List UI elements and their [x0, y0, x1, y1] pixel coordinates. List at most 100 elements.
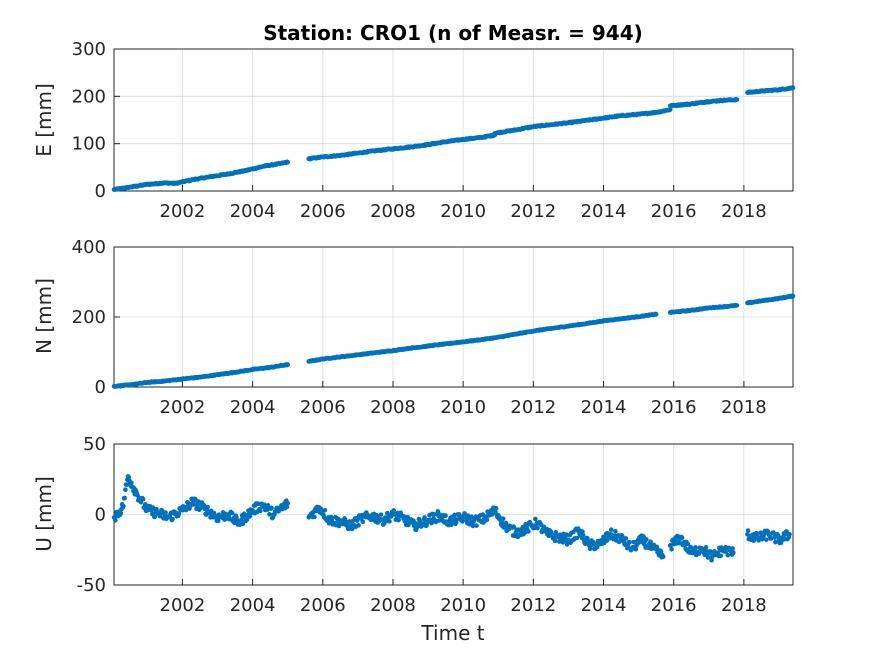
data-point-up: [387, 519, 392, 524]
data-point-up: [613, 528, 618, 534]
data-point-up: [244, 517, 250, 522]
x-tick-label-up: 2018: [721, 595, 767, 616]
data-point-up: [574, 535, 580, 541]
data-point-up: [587, 546, 593, 552]
data-point-up: [616, 539, 622, 545]
data-point-up: [484, 517, 490, 522]
data-point-up: [758, 530, 764, 536]
data-point-up: [349, 526, 355, 532]
data-point-east: [790, 85, 796, 91]
x-tick-label-north: 2010: [440, 397, 486, 418]
data-point-up: [685, 541, 691, 547]
data-point-up: [764, 537, 769, 542]
data-point-up: [391, 508, 396, 513]
data-point-up: [258, 508, 263, 514]
data-point-up: [322, 507, 328, 513]
data-point-up: [129, 480, 134, 486]
panel-north: N [mm] 2002 2004 2006 2008 2010 2012 2014 2016 2…: [32, 237, 796, 418]
data-point-up: [516, 527, 521, 532]
x-tick-label-up: 2014: [581, 595, 627, 616]
data-point-up: [113, 518, 118, 523]
data-point-up: [152, 514, 158, 519]
x-tick-label-east: 2008: [370, 201, 416, 222]
data-point-east: [667, 107, 673, 112]
data-point-north: [285, 362, 290, 367]
data-point-up: [709, 554, 715, 560]
panel-east: E [mm] 2002 2004 2006 2008 2010 2012 2014 2016 2…: [32, 39, 796, 222]
data-point-north: [734, 303, 740, 308]
data-point-up: [126, 474, 132, 480]
data-point-up: [396, 517, 401, 523]
data-point-up: [754, 532, 760, 537]
data-point-up: [658, 549, 664, 554]
x-tick-label-east: 2002: [160, 201, 206, 222]
x-tick-label-up: 2004: [230, 595, 276, 616]
data-point-north: [653, 311, 659, 317]
data-point-up: [693, 545, 698, 550]
data-point-up: [627, 539, 632, 545]
x-tick-label-north: 2012: [510, 397, 556, 418]
data-point-up: [633, 546, 639, 552]
data-point-up: [641, 534, 646, 539]
x-tick-label-up: 2012: [510, 595, 556, 616]
y-tick-label-east: 300: [72, 39, 106, 60]
x-tick-label-east: 2010: [440, 201, 486, 222]
data-point-up: [443, 513, 448, 518]
data-point-up: [201, 503, 207, 508]
data-point-up: [522, 530, 528, 535]
panel-up: U [mm] 2002 2004 2006 2008 2010 2012 2014 2016 2…: [32, 434, 794, 616]
data-point-up: [118, 510, 124, 516]
data-point-up: [378, 512, 384, 517]
data-point-up: [123, 487, 128, 493]
data-point-up: [787, 531, 792, 537]
y-tick-label-north: 0: [95, 377, 106, 398]
data-point-up: [470, 523, 476, 529]
data-point-east: [734, 97, 740, 102]
x-axis-label: Time t: [420, 621, 484, 645]
data-point-up: [122, 495, 128, 501]
data-point-up: [623, 536, 629, 541]
data-point-up: [535, 525, 540, 531]
x-tick-label-up: 2006: [300, 595, 346, 616]
data-point-up: [500, 516, 506, 522]
data-point-up: [773, 539, 778, 545]
data-point-up: [460, 519, 465, 524]
data-point-north: [790, 293, 796, 299]
data-point-up: [564, 532, 569, 537]
data-point-up: [435, 509, 441, 514]
x-tick-label-east: 2018: [721, 201, 767, 222]
data-point-up: [493, 505, 499, 511]
data-point-up: [170, 516, 175, 522]
data-point-up: [356, 523, 361, 528]
data-point-up: [730, 546, 735, 551]
y-axis-label-up: U [mm]: [32, 476, 56, 552]
data-point-up: [285, 500, 290, 506]
x-tick-label-north: 2006: [300, 397, 346, 418]
data-point-up: [215, 518, 221, 524]
x-tick-label-east: 2012: [510, 201, 556, 222]
data-point-up: [705, 555, 711, 560]
x-tick-label-north: 2004: [230, 397, 276, 418]
y-axis-label-north: N [mm]: [32, 278, 56, 354]
data-point-up: [660, 554, 666, 560]
data-point-up: [121, 503, 126, 509]
data-point-up: [620, 534, 625, 539]
data-point-up: [553, 529, 559, 535]
chart-title: Station: CRO1 (n of Measr. = 944): [263, 21, 643, 45]
data-point-up: [644, 537, 649, 542]
data-point-up: [580, 532, 586, 538]
data-point-up: [526, 529, 531, 534]
y-axis-label-east: E [mm]: [32, 83, 56, 157]
data-point-up: [140, 496, 146, 502]
data-point-up: [679, 535, 685, 541]
x-tick-label-north: 2008: [370, 397, 416, 418]
y-tick-label-north: 200: [72, 307, 106, 328]
x-tick-label-east: 2006: [300, 201, 346, 222]
data-point-up: [580, 529, 585, 534]
data-point-up: [163, 510, 168, 515]
data-point-up: [585, 536, 590, 541]
x-tick-label-east: 2016: [651, 201, 697, 222]
x-tick-label-up: 2008: [370, 595, 416, 616]
data-point-up: [731, 550, 736, 555]
x-tick-label-up: 2010: [440, 595, 486, 616]
